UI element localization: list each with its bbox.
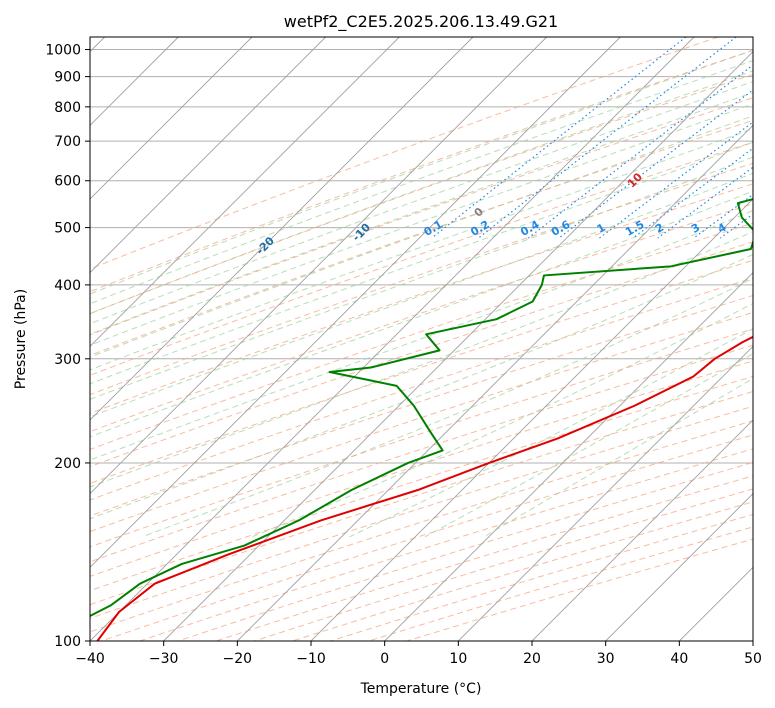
isotherm-line xyxy=(605,493,753,641)
y-tick-label: 200 xyxy=(54,456,81,472)
isotherm-line xyxy=(458,345,753,641)
x-tick-label: −40 xyxy=(75,651,105,667)
temperature-profile-line xyxy=(96,335,753,641)
y-tick-label: 600 xyxy=(54,174,81,190)
moist-adiabat-line xyxy=(90,49,753,295)
isotherm-line xyxy=(90,37,695,641)
x-tick-label: −10 xyxy=(296,651,326,667)
isotherm-line xyxy=(752,640,753,641)
dry-adiabat-line xyxy=(90,277,753,501)
dry-adiabat-line xyxy=(90,375,753,592)
x-tick-label: −20 xyxy=(223,651,253,667)
isotherm-line xyxy=(90,37,547,495)
x-tick-label: 40 xyxy=(670,651,688,667)
mixing-ratio-line xyxy=(431,37,687,239)
moist-adiabat-line xyxy=(141,277,753,538)
axes: −40 −30 −20 −10 0 10 20 30 40 50 100 200 300 400 500 60… xyxy=(45,36,762,667)
dry-adiabat-line xyxy=(90,141,753,376)
moist-adiabat-line xyxy=(90,70,753,315)
mixing-ratio-line xyxy=(599,121,753,239)
y-tick-label: 800 xyxy=(54,100,81,116)
dry-adiabat-line xyxy=(90,222,753,450)
dry-adiabat-line xyxy=(90,328,753,548)
x-tick-label: 30 xyxy=(597,651,615,667)
x-tick-label: 0 xyxy=(380,651,389,667)
dry-adiabat-line xyxy=(90,162,753,396)
isotherm-line xyxy=(90,37,253,200)
moist-adiabat-line xyxy=(90,81,753,325)
moist-adiabat-line xyxy=(90,60,753,305)
dry-adiabat-line xyxy=(90,97,753,336)
isotherm-line xyxy=(384,272,753,641)
y-tick-label: 300 xyxy=(54,352,81,368)
dry-adiabat-line xyxy=(90,183,753,414)
plot-frame xyxy=(89,36,754,642)
x-tick-label: −30 xyxy=(149,651,179,667)
chart-title: wetPf2_C2E5.2025.206.13.49.G21 xyxy=(284,12,558,32)
profiles xyxy=(90,198,753,641)
y-tick-label: 500 xyxy=(54,221,81,237)
moist-adiabat-line xyxy=(251,302,753,538)
moist-adiabat-line xyxy=(90,231,753,488)
moist-adiabat-line xyxy=(424,353,753,538)
mixing-ratio-line xyxy=(759,37,775,238)
moist-adiabat-line xyxy=(90,128,753,371)
moist-adiabat-line xyxy=(90,209,753,461)
dry-adiabat-line xyxy=(90,73,753,315)
isotherm-line xyxy=(90,37,326,274)
dewpoint-profile-line xyxy=(90,198,753,618)
dry-adiabat-line xyxy=(90,49,753,293)
y-tick-label: 400 xyxy=(54,278,81,294)
moist-adiabat-line xyxy=(90,190,753,438)
y-tick-label: 900 xyxy=(54,70,81,86)
y-tick-label: 1000 xyxy=(45,43,81,59)
x-axis-title: Temperature (°C) xyxy=(360,681,482,697)
x-tick-label: 50 xyxy=(744,651,762,667)
moist-adiabats xyxy=(90,49,753,538)
moist-adiabat-line xyxy=(90,172,753,418)
isotherm-line xyxy=(90,37,400,347)
moist-adiabat-line xyxy=(90,141,753,385)
isotherm-line xyxy=(90,37,621,568)
y-tick-label: 100 xyxy=(54,634,81,650)
dry-adiabat-line xyxy=(90,360,753,577)
mixing-ratio-lines xyxy=(431,37,775,239)
gridlines xyxy=(90,49,753,641)
isotherm-line xyxy=(310,198,753,641)
x-tick-label: 20 xyxy=(523,651,541,667)
dry-adiabat-line xyxy=(90,311,753,533)
isotherm-line xyxy=(531,419,753,641)
x-tick-label: 10 xyxy=(449,651,467,667)
isotherm-line xyxy=(90,37,474,421)
dry-adiabat-line xyxy=(90,241,753,468)
y-tick-label: 700 xyxy=(54,134,81,150)
isotherm-line xyxy=(237,124,753,641)
y-axis-title: Pressure (hPa) xyxy=(13,289,29,389)
moist-adiabat-line xyxy=(90,103,753,346)
